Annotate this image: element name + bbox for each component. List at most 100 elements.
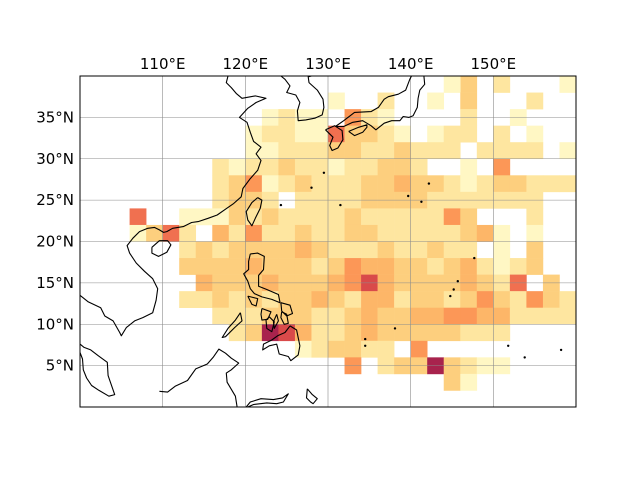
heat-cell <box>212 291 230 308</box>
heat-cell <box>377 224 395 242</box>
heat-cell <box>294 175 312 193</box>
heat-cell <box>493 175 511 193</box>
halmahera-coastline <box>305 388 318 405</box>
heat-cell <box>212 307 230 325</box>
heat-cell <box>559 142 576 160</box>
mindanao-coastline <box>262 325 301 362</box>
graticule-gridlines <box>80 76 576 407</box>
shikoku-coastline <box>348 124 368 137</box>
heat-cell <box>328 241 345 259</box>
heat-cell <box>328 142 345 160</box>
heat-cell <box>294 125 312 143</box>
heat-cell <box>212 241 230 259</box>
heat-cell <box>294 291 312 308</box>
heat-cell <box>526 224 544 242</box>
heat-cell <box>328 175 345 193</box>
heat-cell <box>377 241 395 259</box>
heat-cell <box>195 241 213 259</box>
heat-cell <box>460 373 478 391</box>
heat-cell <box>278 158 296 176</box>
heat-cell <box>509 307 527 325</box>
heat-cell <box>328 324 345 342</box>
heat-cell <box>328 158 345 176</box>
heat-cell <box>394 291 411 308</box>
density-cells-layer <box>129 76 576 391</box>
latitude-label: 30°N <box>36 150 74 168</box>
taiwan-coastline <box>245 197 263 227</box>
heat-cell <box>261 125 279 143</box>
heat-cell <box>212 224 230 242</box>
heat-cell <box>195 208 213 226</box>
heat-cell <box>493 241 511 259</box>
longitude-label: 140°E <box>388 55 434 73</box>
islet-marker <box>322 171 326 174</box>
heat-cell <box>394 307 411 325</box>
latitude-label: 35°N <box>36 108 74 126</box>
latitude-label: 20°N <box>36 233 74 251</box>
heat-cell <box>344 208 362 226</box>
longitude-tick-labels: 110°E 120°E 130°E 140°E 150°E <box>140 55 516 73</box>
heat-cell <box>427 224 445 242</box>
heat-cell <box>542 175 560 193</box>
heat-cell <box>245 241 263 259</box>
heat-cell <box>228 208 246 226</box>
heat-cell <box>328 258 345 275</box>
kyushu-coastline <box>325 125 344 152</box>
heat-cell <box>245 258 263 275</box>
luzon-coastline <box>243 252 281 304</box>
heat-cell <box>476 291 494 308</box>
heat-cell <box>559 291 576 308</box>
heat-cell <box>344 340 362 358</box>
heat-cell <box>476 324 494 342</box>
heat-cell <box>377 307 395 325</box>
heat-cell <box>476 142 494 160</box>
heat-cell <box>493 76 511 93</box>
heat-cell <box>410 258 428 275</box>
heat-cell <box>526 307 544 325</box>
heat-cell <box>344 324 362 342</box>
heat-cell <box>394 158 411 176</box>
latitude-tick-labels: 35°N 30°N 25°N 20°N 15°N 10°N 5°N <box>36 108 74 374</box>
heat-cell <box>509 142 527 160</box>
heat-cell <box>179 258 197 275</box>
heat-cell <box>460 158 478 176</box>
heat-cell <box>476 224 494 242</box>
heat-cell <box>261 208 279 226</box>
heat-cell <box>460 258 478 275</box>
heat-cell <box>443 142 461 160</box>
heat-cell <box>361 241 378 259</box>
heat-cell <box>394 324 411 342</box>
heat-cell <box>460 76 478 93</box>
heat-cell <box>261 324 279 342</box>
heat-cell <box>278 175 296 193</box>
heat-cell <box>311 291 329 308</box>
heat-cell <box>311 142 329 160</box>
korea-coastline <box>280 76 325 122</box>
heat-cell <box>344 258 362 275</box>
asia-mainland-coastline <box>80 76 267 337</box>
heat-cell <box>328 224 345 242</box>
heat-cell <box>212 175 230 193</box>
heat-cell <box>311 307 329 325</box>
heat-cell <box>328 340 345 358</box>
heat-cell <box>278 142 296 160</box>
heat-cell <box>493 307 511 325</box>
heat-cell <box>559 307 576 325</box>
heat-cell <box>179 224 197 242</box>
heat-cell <box>361 340 378 358</box>
heat-cell <box>443 224 461 242</box>
heat-cell <box>278 208 296 226</box>
islet-marker <box>473 256 476 260</box>
heat-cell <box>228 258 246 275</box>
islet-marker <box>407 194 410 198</box>
heat-cell <box>427 92 445 110</box>
islet-marker <box>449 294 452 298</box>
heat-cell <box>195 258 213 275</box>
heat-cell <box>410 291 428 308</box>
heat-cell <box>344 142 362 160</box>
islet-marker <box>364 344 367 347</box>
heat-cell <box>526 291 544 308</box>
heat-cell <box>394 258 411 275</box>
map-frame <box>79 75 577 408</box>
